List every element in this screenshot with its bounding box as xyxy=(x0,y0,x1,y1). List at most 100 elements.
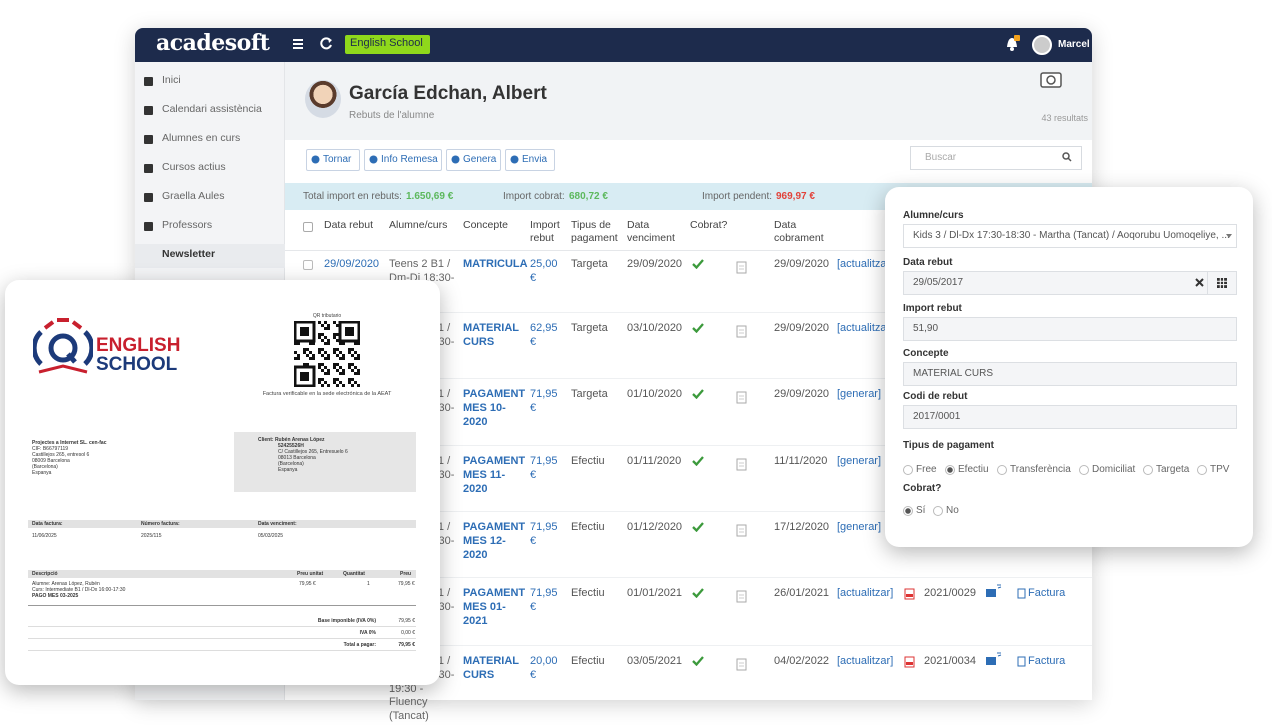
company-line: Castillejos 265, entresol 6 xyxy=(32,452,90,458)
column-header[interactable]: Data rebut xyxy=(324,219,374,231)
sidebar-item[interactable]: Cursos actius xyxy=(162,161,226,173)
field-value[interactable]: 29/05/2017 xyxy=(913,277,964,288)
concept[interactable]: PAGAMENT MES 12-2020 xyxy=(463,521,526,561)
due-date: 03/05/2021 xyxy=(627,655,683,667)
field-input[interactable] xyxy=(903,271,1237,295)
concept[interactable]: MATERIAL CURS xyxy=(463,322,519,348)
toolbar-button[interactable] xyxy=(446,149,501,171)
field-value[interactable]: 2017/0001 xyxy=(913,411,961,422)
field-input[interactable] xyxy=(903,317,1237,341)
action-link[interactable]: [generar] xyxy=(837,521,882,533)
column-header[interactable]: Tipus de pagament xyxy=(571,219,618,245)
sidebar-item[interactable]: Calendari assistència xyxy=(162,103,262,115)
radio-label[interactable]: Transferència xyxy=(1010,464,1071,475)
amount: 71,95 € xyxy=(530,455,558,481)
radio[interactable] xyxy=(903,506,913,516)
clear-icon xyxy=(1195,278,1204,287)
school-badge xyxy=(345,35,430,54)
email-icon xyxy=(986,652,1002,665)
concept[interactable]: MATERIAL CURS xyxy=(463,655,519,681)
radio-label[interactable]: Efectiu xyxy=(958,464,989,475)
invoice-link[interactable]: Factura xyxy=(1028,587,1066,599)
search-box[interactable] xyxy=(910,146,1082,170)
due-date: 01/10/2020 xyxy=(627,388,683,400)
field-input[interactable] xyxy=(903,224,1237,248)
radio[interactable] xyxy=(1197,465,1207,475)
field-input[interactable] xyxy=(903,362,1237,386)
receipt-icon xyxy=(736,458,747,471)
company-line: Projectes a Internet SL. cen-fac xyxy=(32,440,107,446)
radio-label[interactable]: Sí xyxy=(916,505,926,516)
sidebar-item[interactable]: Professors xyxy=(162,219,213,231)
calendar-button[interactable] xyxy=(1207,271,1237,295)
field-input[interactable] xyxy=(903,405,1237,429)
column-header[interactable]: Concepte xyxy=(463,219,508,231)
radio-label[interactable]: Targeta xyxy=(1156,464,1190,475)
summary-divider xyxy=(28,650,416,651)
field-value[interactable]: Kids 3 / Dl-Dx 17:30-18:30 - Martha (Tan… xyxy=(913,230,1230,241)
paid-date: 17/12/2020 xyxy=(774,521,830,533)
sidebar-item[interactable]: Inici xyxy=(162,74,181,86)
refresh-icon xyxy=(320,37,332,50)
logo: acadesoft xyxy=(156,30,270,56)
concept[interactable]: PAGAMENT MES 10-2020 xyxy=(463,388,526,428)
field-value[interactable]: MATERIAL CURS xyxy=(913,368,994,379)
menu-icon xyxy=(293,39,303,49)
column-header[interactable]: Import rebut xyxy=(530,219,560,245)
action-link[interactable]: [generar] xyxy=(837,455,882,467)
action-link[interactable]: [generar] xyxy=(837,388,882,400)
button-label[interactable]: Tornar xyxy=(323,154,352,165)
column-header[interactable]: Data cobrament xyxy=(774,219,824,245)
items-divider xyxy=(28,605,416,606)
radio-label[interactable]: TPV xyxy=(1210,464,1230,475)
field-label: Cobrat? xyxy=(903,483,942,494)
column-header[interactable]: Cobrat? xyxy=(690,219,728,231)
radio-label[interactable]: Free xyxy=(916,464,937,475)
radio[interactable] xyxy=(997,465,1007,475)
sidebar-item[interactable]: Alumnes en curs xyxy=(162,132,241,144)
search-placeholder[interactable]: Buscar xyxy=(925,152,957,163)
toolbar-button[interactable] xyxy=(364,149,442,171)
row-divider xyxy=(285,577,1092,578)
radio[interactable] xyxy=(1143,465,1153,475)
button-label[interactable]: Info Remesa xyxy=(381,154,438,165)
action-link[interactable]: [actualitzar] xyxy=(837,655,894,667)
student-name: García Edchan, Albert xyxy=(349,83,547,104)
sidebar-item[interactable]: Newsletter xyxy=(162,248,216,260)
column-header[interactable]: Alumne/curs xyxy=(389,219,448,231)
receipt-date[interactable]: 29/09/2020 xyxy=(324,258,380,270)
paid-check xyxy=(692,656,704,666)
action-link[interactable]: [actualitzar] xyxy=(837,587,894,599)
sidebar-item[interactable]: Graella Aules xyxy=(162,190,225,202)
total-label: Import pendent: xyxy=(702,191,773,202)
radio[interactable] xyxy=(1079,465,1089,475)
payment-type: Targeta xyxy=(571,388,608,400)
action-link[interactable]: [actualitzar] xyxy=(837,322,894,334)
field-value[interactable]: 51,90 xyxy=(913,323,939,334)
button-label[interactable]: Genera xyxy=(463,154,497,165)
radio-label[interactable]: No xyxy=(946,505,959,516)
item-line: Curs: Intermediate B1 / Dl-Dx 16:00-17:3… xyxy=(32,587,126,593)
column-header[interactable]: Data venciment xyxy=(627,219,675,245)
radio[interactable] xyxy=(933,506,943,516)
summary-value: 79,95 € xyxy=(398,642,415,648)
action-link[interactable]: [actualitzar] xyxy=(837,258,894,270)
sidebar-icon xyxy=(144,77,153,86)
concept[interactable]: MATRICULA xyxy=(463,258,528,270)
radio[interactable] xyxy=(945,465,955,475)
field-label: Alumne/curs xyxy=(903,210,964,221)
subtitle: Rebuts de l'alumne xyxy=(349,110,435,121)
toolbar-button[interactable] xyxy=(306,149,360,171)
paid-check xyxy=(692,323,704,333)
button-label[interactable]: Envia xyxy=(522,154,548,165)
concept[interactable]: PAGAMENT MES 11-2020 xyxy=(463,455,526,495)
radio-label[interactable]: Domiciliat xyxy=(1092,464,1136,475)
row-checkbox[interactable] xyxy=(303,260,313,270)
radio[interactable] xyxy=(903,465,913,475)
concept[interactable]: PAGAMENT MES 01-2021 xyxy=(463,587,526,627)
invoice-link[interactable]: Factura xyxy=(1028,655,1066,667)
toolbar-button[interactable] xyxy=(505,149,555,171)
total-label: Import cobrat: xyxy=(503,191,565,202)
select-all-checkbox[interactable] xyxy=(303,222,313,232)
